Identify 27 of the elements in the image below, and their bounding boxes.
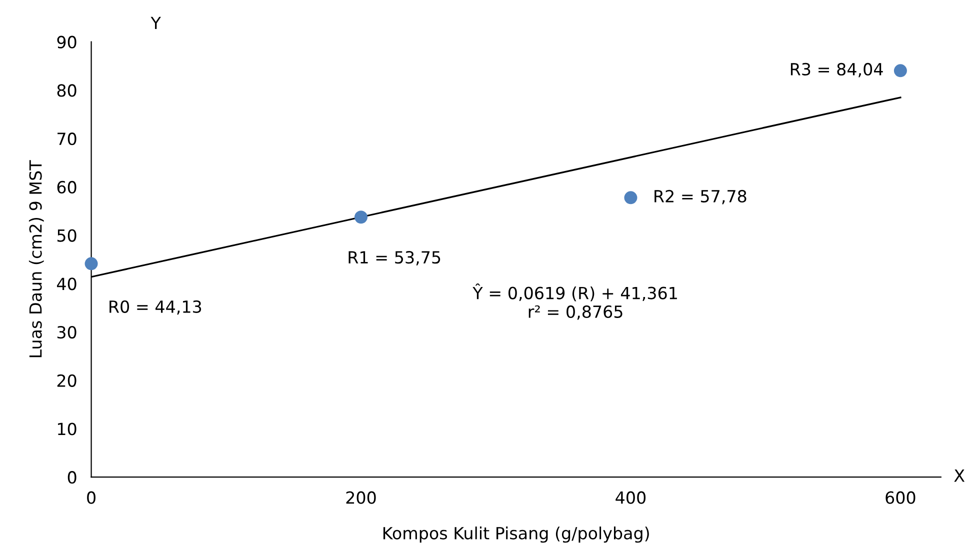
y-tick-label: 40 [56,278,76,290]
y-tick-label: 30 [57,326,76,339]
point [894,64,907,78]
y-tick-label: 20 [57,374,76,387]
y-tick-label: 60 [57,180,76,194]
text: Y [150,16,161,30]
y-tick-label: 80 [57,84,76,97]
y-tick-label: 90 [57,36,76,48]
point [84,257,98,270]
point [624,191,638,204]
annotation: R1 = 53,75 [348,251,440,266]
x-tick-label: 600 [886,491,916,504]
x-tick-label: 400 [616,491,646,504]
y-tick-label: 70 [58,132,76,146]
x-axis-title: Kompos Kulit Pisang (g/polybag) [383,526,649,543]
annotation: R0 = 44,13 [110,300,202,315]
text: X [954,470,965,482]
y-tick-label: 50 [57,229,76,242]
annotation: R3 = 84,04 [790,62,883,78]
x-tick-label: 200 [346,491,376,504]
y-tick-label: 10 [58,422,76,436]
point [354,210,368,224]
y-axis-title: Luas Daun (cm2) 9 MST [28,160,44,358]
annotation: Ŷ = 0,0619 (R) + 41,361 r² = 0,8765 [472,283,677,320]
y-tick-label: 0 [68,471,76,484]
x-tick-label: 0 [87,491,96,504]
annotation: R2 = 57,78 [654,190,746,204]
